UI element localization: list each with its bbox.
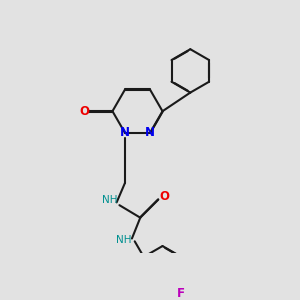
Text: N: N (145, 126, 155, 140)
Text: F: F (177, 287, 185, 300)
Text: N: N (120, 126, 130, 140)
Text: NH: NH (116, 235, 131, 245)
Text: O: O (159, 190, 169, 203)
Text: O: O (80, 105, 90, 118)
Text: NH: NH (102, 195, 117, 205)
